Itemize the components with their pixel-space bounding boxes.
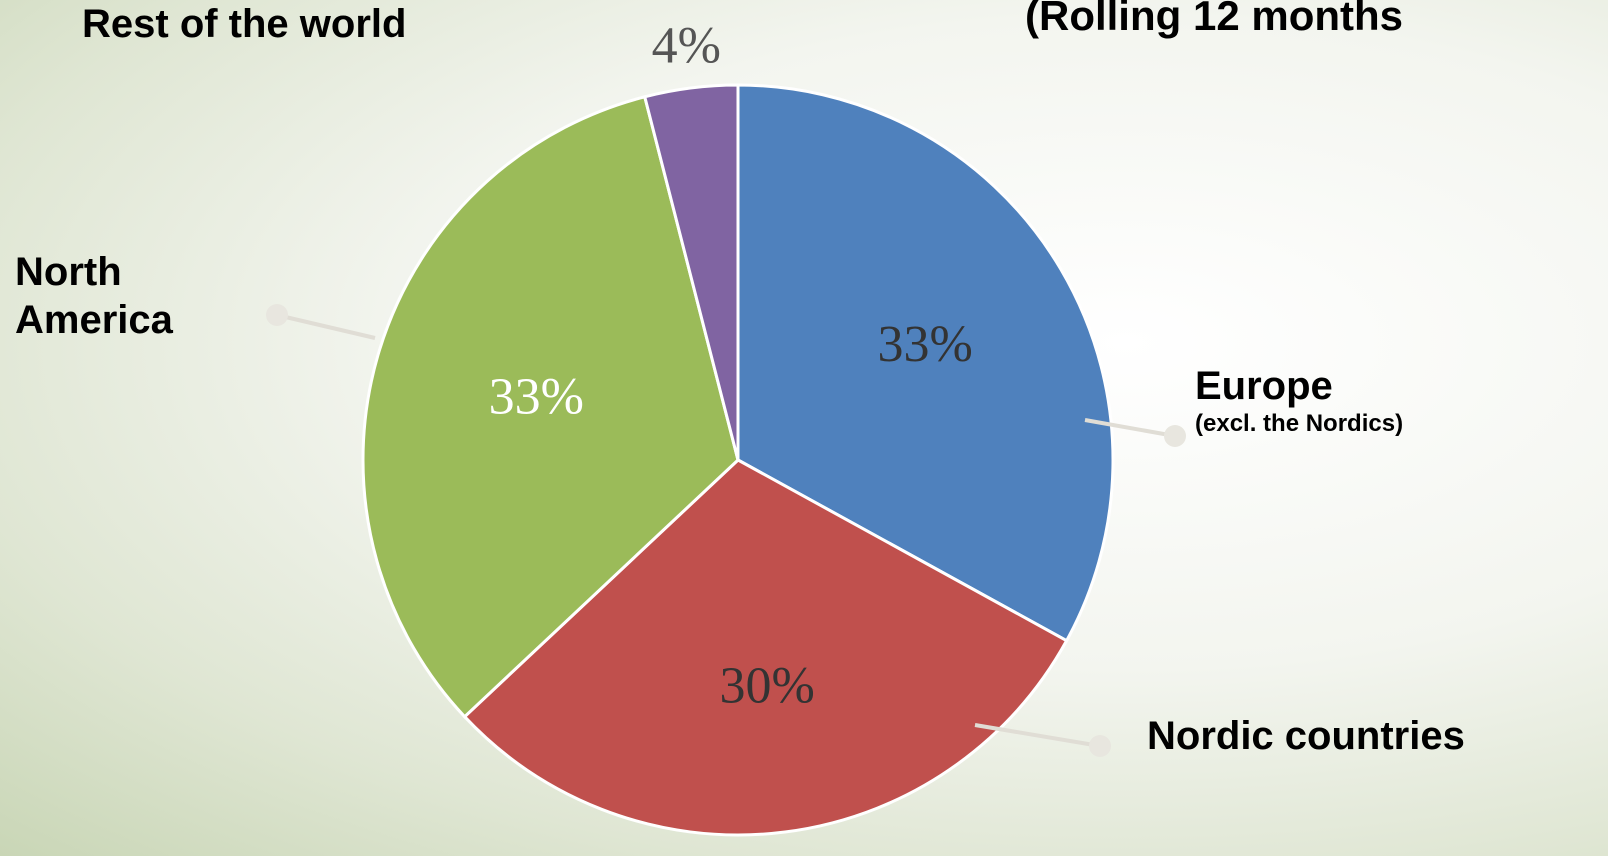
leader-dot (1089, 735, 1111, 757)
value-label: 30% (719, 658, 814, 715)
chart-title: (Rolling 12 months (1025, 0, 1403, 39)
category-sublabel: (excl. the Nordics) (1195, 410, 1404, 437)
pie-slice (642, 83, 740, 461)
value-label: 33% (878, 316, 973, 373)
category-label: Nordic countries (1147, 714, 1465, 758)
pie-slice (361, 94, 740, 719)
value-label: 4% (652, 18, 721, 75)
leader-line (974, 723, 1101, 748)
category-label: Europe (1195, 364, 1333, 408)
category-label: Rest of the world (82, 2, 407, 46)
pie-slice (736, 83, 1115, 643)
category-label: North America (15, 250, 173, 342)
leader-line (276, 313, 376, 340)
category-label: Europe (excl. the Nordics) (1195, 362, 1403, 439)
leader-dot (266, 304, 288, 326)
leader-dot (1164, 425, 1186, 447)
leader-line (1084, 418, 1176, 438)
pie-slice (462, 458, 1069, 837)
value-label: 33% (489, 368, 584, 425)
